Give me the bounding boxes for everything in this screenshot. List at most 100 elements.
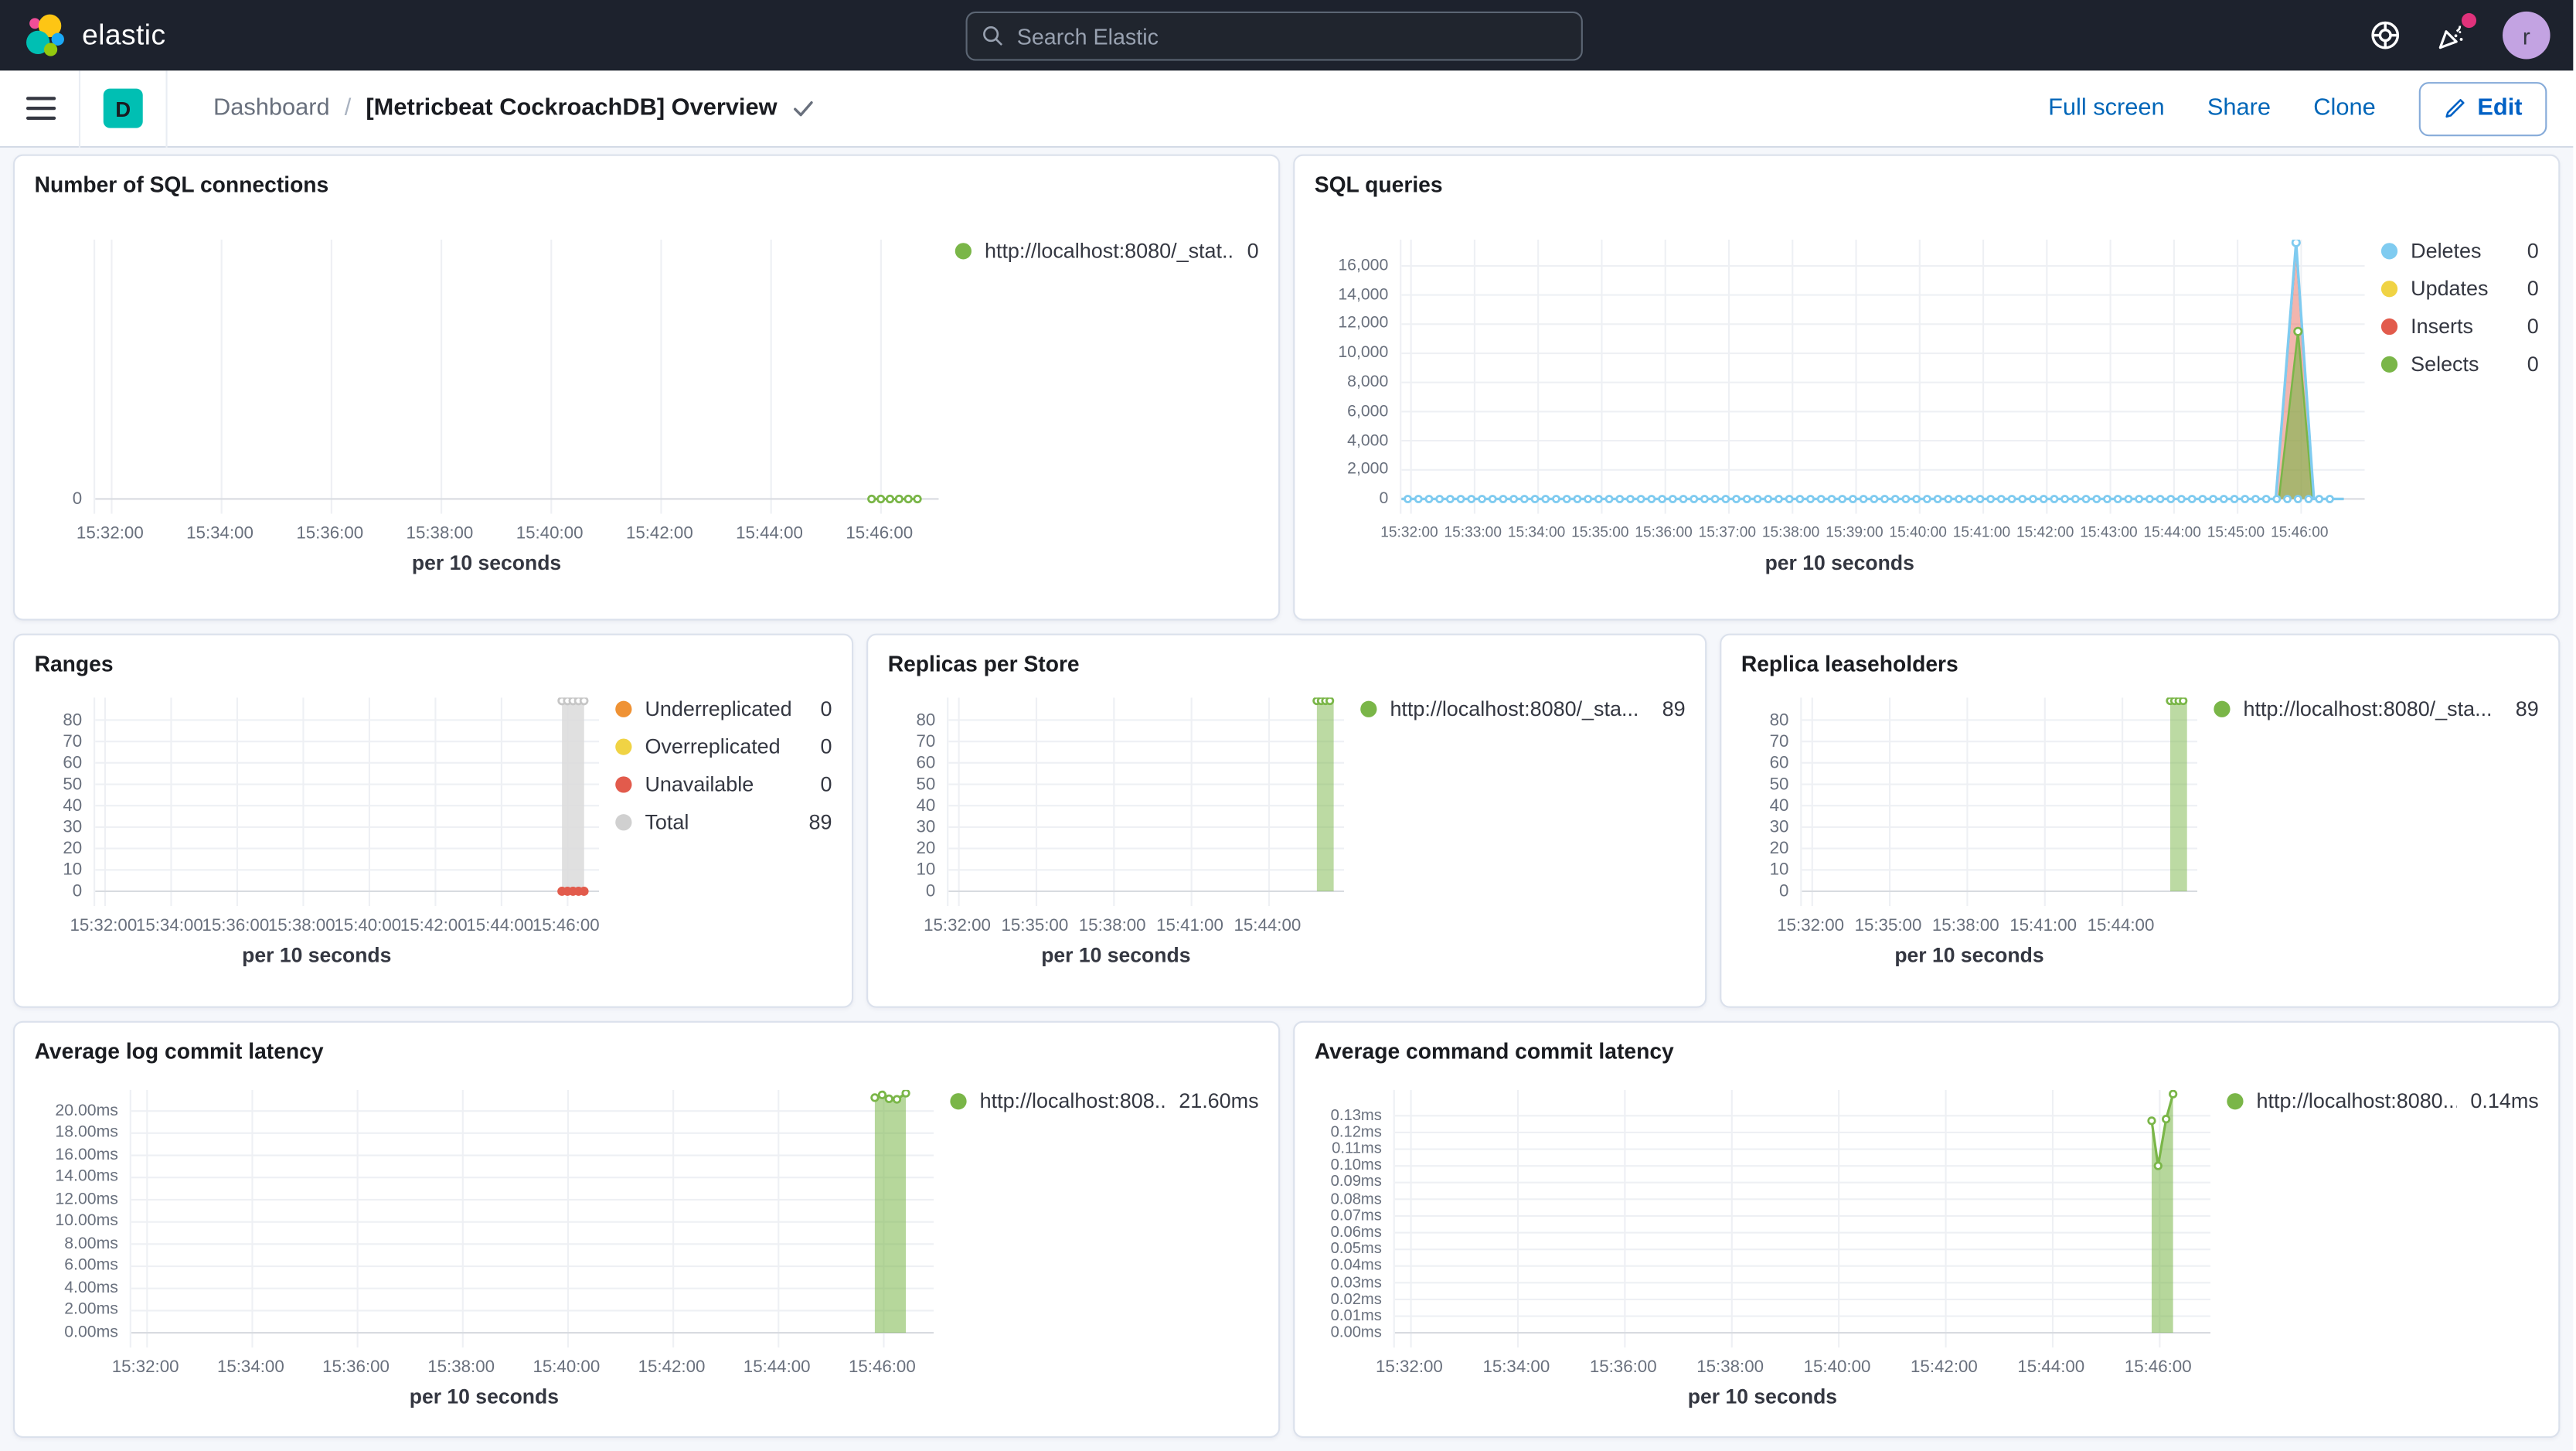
plot-area[interactable]: [1800, 697, 2198, 907]
panel-title[interactable]: Ranges: [34, 651, 114, 676]
legend-value: 0: [820, 735, 832, 758]
clone-link[interactable]: Clone: [2313, 95, 2376, 122]
y-axis: 0 10 20 30 40 50 60 70 80: [35, 697, 94, 906]
elastic-logo[interactable]: elastic: [23, 13, 166, 57]
space-badge[interactable]: D: [103, 88, 143, 128]
global-search[interactable]: [965, 11, 1583, 61]
menu-icon[interactable]: [26, 97, 56, 121]
x-tick-label: 15:40:00: [516, 523, 584, 543]
y-tick-label: 60: [1769, 753, 1789, 773]
y-tick-label: 30: [1769, 817, 1789, 837]
plot-area[interactable]: [1393, 1089, 2211, 1348]
legend-value: 0: [2527, 240, 2539, 263]
panel-number-of-sql-connections: Number of SQL connections 0 15:32:00 15:3…: [12, 154, 1281, 621]
legend-value: 21.60ms: [1179, 1089, 1259, 1113]
legend-label[interactable]: Total: [645, 810, 689, 834]
y-tick-label: 2,000: [1347, 461, 1389, 479]
legend-value: 89: [808, 810, 832, 834]
x-axis-title: per 10 seconds: [411, 551, 562, 575]
legend-label[interactable]: http://localhost:8080/_sta...: [2243, 697, 2493, 721]
plot-area[interactable]: [129, 1089, 934, 1348]
legend-value: 0: [2527, 315, 2539, 339]
dashboard-row-3: Average log commit latency 0.00ms 2.00ms 4…: [12, 1020, 2561, 1439]
legend-swatch-icon: [615, 700, 632, 717]
panel-title[interactable]: SQL queries: [1314, 172, 1443, 197]
page-title[interactable]: [Metricbeat CockroachDB] Overview: [366, 95, 813, 121]
legend: http://localhost:8080/_stat... 0: [955, 240, 1259, 574]
legend-label[interactable]: Selects: [2411, 353, 2479, 376]
y-tick-label: 0.07ms: [1330, 1207, 1382, 1225]
panel-replica-leaseholders: Replica leaseholders 0 10 20 30 40 50 60 70 80 1…: [1720, 633, 2561, 1008]
x-tick-label: 15:40:00: [1889, 523, 1947, 540]
legend-label[interactable]: Unavailable: [645, 773, 754, 796]
help-icon[interactable]: [2370, 19, 2401, 50]
legend-label[interactable]: http://localhost:8080...: [2256, 1089, 2458, 1113]
y-tick-label: 0: [1778, 881, 1789, 901]
legend-item: Updates 0: [2380, 277, 2539, 301]
panel-title[interactable]: Replica leaseholders: [1741, 651, 1958, 676]
y-tick-label: 40: [1769, 795, 1789, 816]
panel-title[interactable]: Average log commit latency: [34, 1039, 324, 1064]
x-tick-label: 15:42:00: [625, 523, 693, 543]
x-tick-label: 15:32:00: [1777, 915, 1845, 936]
y-tick-label: 0: [925, 881, 936, 901]
x-tick-label: 15:32:00: [924, 915, 991, 936]
legend-value: 0: [820, 697, 832, 721]
panel-title[interactable]: Replicas per Store: [887, 651, 1080, 676]
legend-label[interactable]: Deletes: [2411, 240, 2482, 263]
legend-label[interactable]: Updates: [2411, 277, 2489, 301]
news-icon[interactable]: [2435, 12, 2477, 51]
x-tick-label: 15:46:00: [2124, 1357, 2192, 1378]
edit-button[interactable]: Edit: [2418, 81, 2547, 136]
x-tick-label: 15:38:00: [1761, 523, 1820, 540]
search-input[interactable]: [1016, 23, 1567, 49]
y-tick-label: 0.12ms: [1330, 1123, 1382, 1142]
legend: http://localhost:8080... 0.14ms: [2227, 1089, 2539, 1408]
legend-label[interactable]: http://localhost:808...: [979, 1089, 1166, 1113]
panel-title[interactable]: Number of SQL connections: [34, 172, 329, 197]
y-axis: 0 2,000 4,000 6,000 8,000 10,000 12,000 14,000 1…: [1315, 240, 1400, 514]
x-tick-label: 15:42:00: [2016, 523, 2074, 540]
x-tick-label: 15:35:00: [1854, 915, 1922, 936]
legend: http://localhost:808... 21.60ms: [950, 1089, 1259, 1408]
plot-area[interactable]: [1400, 240, 2365, 514]
dashboard: Number of SQL connections 0 15:32:00 15:3…: [0, 148, 2574, 1451]
notification-dot: [2461, 12, 2477, 28]
user-avatar[interactable]: r: [2503, 11, 2550, 60]
x-tick-label: 15:43:00: [2080, 523, 2138, 540]
plot-area[interactable]: [94, 240, 939, 514]
x-axis: 15:32:00 15:34:00 15:36:00 15:38:00 15:40:00…: [77, 514, 939, 547]
legend-label[interactable]: http://localhost:8080/_sta...: [1390, 697, 1639, 721]
y-tick-label: 4,000: [1347, 431, 1389, 450]
legend-label[interactable]: Inserts: [2411, 315, 2473, 339]
legend-value: 0.14ms: [2470, 1089, 2539, 1113]
plot-area[interactable]: [94, 697, 600, 907]
x-tick-label: 15:32:00: [70, 915, 138, 936]
x-tick-label: 15:38:00: [267, 915, 335, 936]
x-tick-label: 15:34:00: [186, 523, 254, 543]
x-tick-label: 15:38:00: [406, 523, 474, 543]
panel-replicas-per-store: Replicas per Store 0 10 20 30 40 50 60 70 80 15:…: [866, 633, 1707, 1008]
breadcrumb-dashboard[interactable]: Dashboard: [213, 95, 330, 122]
x-tick-label: 15:38:00: [427, 1357, 495, 1378]
x-axis: 15:32:00 15:34:00 15:36:00 15:38:00 15:40:00…: [112, 1347, 934, 1380]
panel-title[interactable]: Average command commit latency: [1314, 1039, 1674, 1064]
y-tick-label: 0.02ms: [1330, 1290, 1382, 1309]
legend-value: 0: [2527, 277, 2539, 301]
legend-item: http://localhost:8080/_sta... 89: [1360, 697, 1686, 721]
x-tick-label: 15:32:00: [1376, 1357, 1443, 1378]
x-tick-label: 15:35:00: [1571, 523, 1629, 540]
legend-label[interactable]: Overreplicated: [645, 735, 781, 758]
legend-label[interactable]: http://localhost:8080/_stat...: [984, 240, 1234, 263]
y-tick-label: 20: [916, 838, 936, 859]
legend-label[interactable]: Underreplicated: [645, 697, 792, 721]
legend: http://localhost:8080/_sta... 89: [2214, 697, 2539, 966]
legend-item: Underreplicated 0: [615, 697, 832, 720]
plot-area[interactable]: [947, 697, 1344, 907]
full-screen-link[interactable]: Full screen: [2048, 95, 2165, 122]
share-link[interactable]: Share: [2207, 95, 2271, 122]
legend-swatch-icon: [2227, 1093, 2244, 1110]
legend-item: Total 89: [615, 811, 832, 834]
legend-item: http://localhost:8080/_sta... 89: [2214, 697, 2539, 721]
panel-average-log-commit-latency: Average log commit latency 0.00ms 2.00ms 4…: [12, 1020, 1281, 1439]
